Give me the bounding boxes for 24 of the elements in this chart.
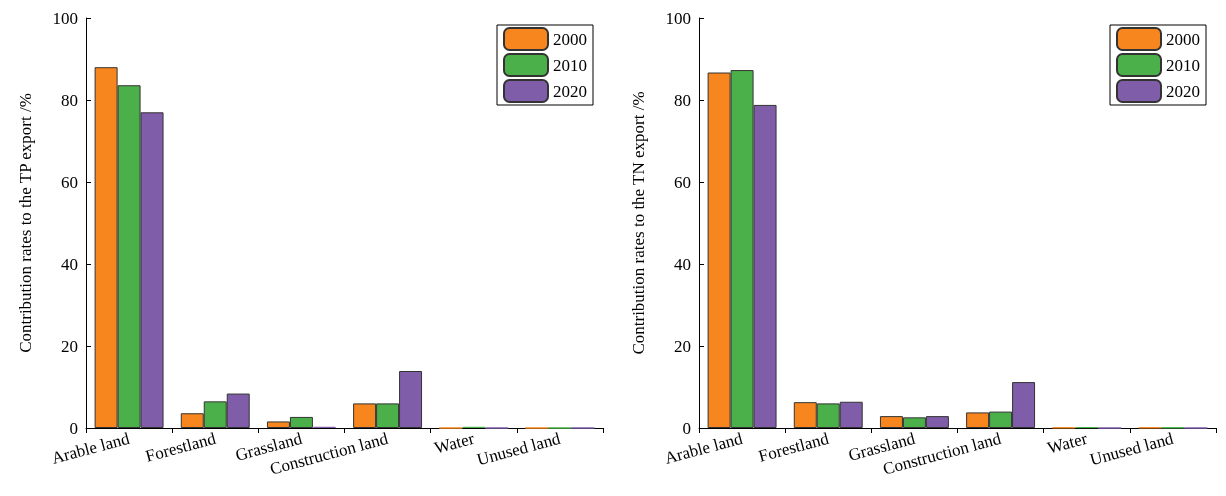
x-tick-label: Unused land (1087, 428, 1176, 470)
y-tick-label: 100 (52, 8, 78, 28)
y-tick-label: 80 (61, 90, 78, 110)
x-tick-label: Unused land (474, 428, 563, 470)
legend-label: 2010 (553, 55, 587, 75)
legend-label: 2010 (1166, 55, 1200, 75)
y-tick-label: 0 (69, 418, 78, 438)
y-tick-label: 60 (61, 172, 78, 192)
legend-label: 2000 (553, 29, 587, 49)
y-tick-label: 80 (674, 90, 691, 110)
y-tick-label: 20 (674, 336, 691, 356)
legend-label: 2020 (1166, 81, 1200, 101)
y-tick-label: 100 (665, 8, 691, 28)
y-tick-label: 40 (674, 254, 691, 274)
legend-label: 2000 (1166, 29, 1200, 49)
x-tick-label: Water (432, 428, 477, 458)
y-axis-title: Contribution rates to the TN export /% (629, 91, 648, 355)
x-tick-label: Water (1045, 428, 1090, 458)
y-tick-label: 0 (682, 418, 691, 438)
legend-label: 2020 (553, 81, 587, 101)
y-tick-label: 40 (61, 254, 78, 274)
y-axis-title: Contribution rates to the TP export /% (16, 93, 35, 353)
y-tick-label: 60 (674, 172, 691, 192)
y-tick-label: 20 (61, 336, 78, 356)
